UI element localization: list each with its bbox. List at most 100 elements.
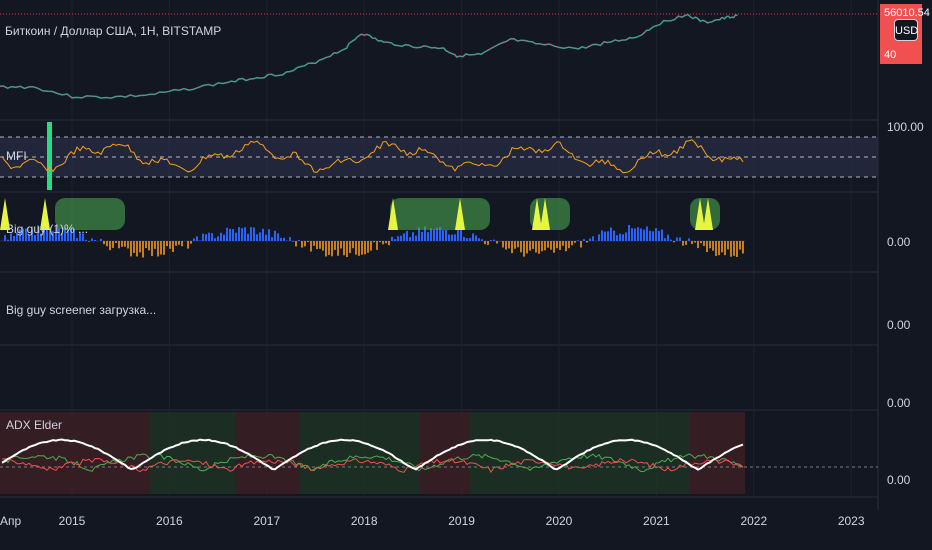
bigguy-bar xyxy=(715,241,717,256)
x-axis-year-label: 2018 xyxy=(350,514,378,528)
x-axis-year-label: 2015 xyxy=(58,514,86,528)
bigguy-signal-zone xyxy=(390,198,490,230)
bigguy-bar xyxy=(295,241,297,247)
bigguy-bar xyxy=(508,241,510,249)
currency-button[interactable]: USD xyxy=(894,19,918,41)
bigguy-bar xyxy=(361,241,363,255)
bigguy-bar xyxy=(709,241,711,249)
bigguy-bar xyxy=(439,227,441,241)
bigguy-bar xyxy=(643,229,645,241)
bigguy-bar xyxy=(562,241,564,246)
bigguy-bar xyxy=(541,241,543,252)
bigguy-bar xyxy=(316,241,318,250)
bigguy-bar xyxy=(202,233,204,241)
bigguy-bar xyxy=(619,233,621,241)
bigguy-bar xyxy=(85,239,87,241)
bigguy-bar xyxy=(241,228,243,241)
bigguy-bar xyxy=(631,228,633,241)
bigguy-bar xyxy=(673,241,675,243)
bigguy-label: Big guy (1)% ... xyxy=(6,222,89,236)
bigguy-bar xyxy=(340,241,342,249)
adx-background-zone xyxy=(150,412,235,494)
bigguy-bar xyxy=(271,237,273,241)
bigguy-bar xyxy=(313,241,315,246)
bigguy-signal-arrow xyxy=(695,198,705,230)
bigguy-bar xyxy=(259,232,261,241)
bigguy-bar xyxy=(577,240,579,241)
bigguy-bar xyxy=(511,241,513,254)
bigguy-bar xyxy=(373,241,375,243)
bigguy-bar xyxy=(487,241,489,245)
bigguy-bar xyxy=(406,230,408,241)
bigguy-bar xyxy=(226,227,228,241)
bigguy-bar xyxy=(736,241,738,257)
bigguy-bar xyxy=(205,234,207,241)
bigguy-bar xyxy=(430,228,432,241)
adx-background-zone xyxy=(600,412,690,494)
bigguy-bar xyxy=(223,234,225,241)
bigguy-bar xyxy=(61,232,63,241)
bigguy-bar xyxy=(364,241,366,255)
bigguy-bar xyxy=(496,241,498,244)
adx-background-zone xyxy=(300,412,420,494)
bigguy-bar xyxy=(343,241,345,256)
bigguy-bar xyxy=(472,233,474,241)
bigguy-bar xyxy=(7,239,9,241)
adx-background-zone xyxy=(420,412,470,494)
bigguy-bar xyxy=(463,236,465,241)
bigguy-bar xyxy=(181,241,183,247)
bigguy-bar xyxy=(142,241,144,258)
bigguy-bar xyxy=(283,237,285,241)
bigguy-bar xyxy=(505,241,507,250)
bigguy-bar xyxy=(199,240,201,241)
bigguy-bar xyxy=(187,241,189,249)
bigguy-bar xyxy=(397,236,399,241)
adx-axis-value: 0.00 xyxy=(887,473,911,487)
bigguy-bar xyxy=(292,241,294,242)
bigguy-bar xyxy=(637,227,639,241)
bigguy-bar xyxy=(4,235,6,241)
bigguy-bar xyxy=(655,228,657,241)
bigguy-bar xyxy=(739,241,741,250)
bigguy-bar xyxy=(571,241,573,246)
bigguy-bar xyxy=(322,241,324,251)
mfi-axis-value: 100.00 xyxy=(887,120,924,134)
x-axis-year-label: 2017 xyxy=(253,514,281,528)
bigguy-bar xyxy=(526,241,528,254)
bigguy-bar xyxy=(391,236,393,241)
bigguy-bar xyxy=(163,241,165,255)
bigguy-bar xyxy=(538,241,540,254)
mfi-label: MFI xyxy=(6,149,27,163)
bigguy-bar xyxy=(433,229,435,241)
bigguy-bar xyxy=(646,226,648,241)
bigguy-bar xyxy=(58,227,60,241)
bigguy-bar xyxy=(352,241,354,249)
bigguy-bar xyxy=(166,241,168,247)
bigguy-bar xyxy=(436,227,438,241)
bigguy-bar xyxy=(355,241,357,255)
bigguy-bar xyxy=(652,231,654,241)
bigguy-bar xyxy=(235,232,237,241)
bigguy-bar xyxy=(733,241,735,256)
bigguy-bar xyxy=(664,238,666,241)
last-price-extra: 40 xyxy=(884,49,897,61)
bigguy-bar xyxy=(565,241,567,252)
bigguy-bar xyxy=(298,239,300,241)
bigguy-bar xyxy=(688,238,690,241)
bigguy-bar xyxy=(442,230,444,241)
x-axis-year-label: 2016 xyxy=(156,514,183,528)
bigguy-signal-zone xyxy=(55,198,125,230)
bigguy-bar xyxy=(154,241,156,249)
bigguy-bar xyxy=(367,241,369,253)
bigguy-bar xyxy=(157,241,159,257)
bigguy-bar xyxy=(493,239,495,241)
bigguy-bar xyxy=(19,229,21,241)
bigguy-bar xyxy=(250,227,252,241)
bigguy-bar xyxy=(718,241,720,256)
bigguy-bar xyxy=(262,228,264,241)
bigguy-bar xyxy=(91,238,93,241)
bigguy-bar xyxy=(607,231,609,241)
bigguy-bar xyxy=(421,231,423,241)
bigguy-bar xyxy=(28,234,30,241)
